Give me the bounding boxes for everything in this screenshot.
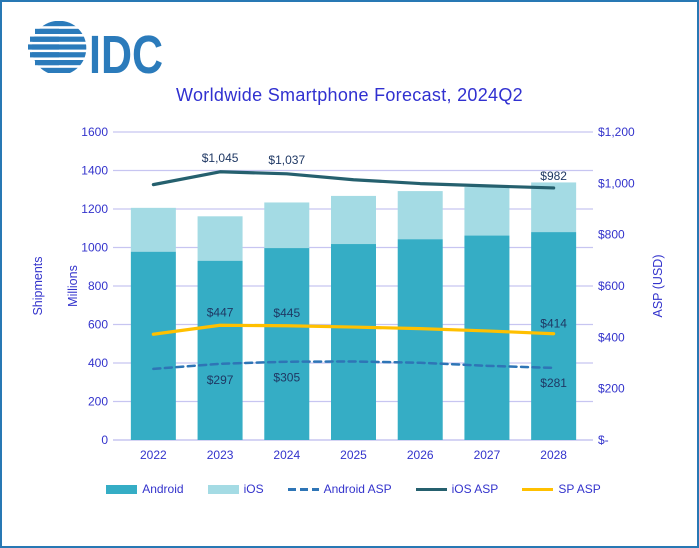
right-axis-tick-label: $400 (598, 330, 625, 344)
series-line-ios-asp (151, 170, 556, 190)
right-axis-tick-label: $200 (598, 382, 625, 396)
left-axis-title-shipments: Shipments (31, 256, 45, 315)
bar-ios-segment (397, 191, 443, 240)
x-axis-label: 2022 (140, 448, 167, 462)
legend-item-android-asp: Android ASP (287, 482, 392, 496)
data-label: $305 (273, 371, 300, 385)
right-axis-tick-label: $1,000 (598, 176, 635, 190)
ios-asp-line-swatch (415, 487, 447, 491)
data-label: $447 (207, 305, 234, 319)
bar-ios-segment (197, 216, 243, 261)
data-label: $297 (207, 373, 234, 387)
plot-area: 0 200 400 600 800 1000 1200 1400 1600 $- $200 $400 $… (81, 125, 635, 462)
forecast-chart: Shipments Millions ASP (USD) 0 200 400 600 8… (31, 125, 665, 462)
ios-bar-swatch (207, 484, 239, 494)
right-axis-tick-label: $- (598, 433, 609, 447)
series-line-android-asp (152, 360, 555, 371)
legend-item-ios: iOS (207, 482, 264, 496)
right-axis-tick-label: $1,200 (598, 125, 635, 139)
bar-android-segment (464, 235, 510, 440)
data-label: $1,045 (202, 151, 239, 165)
legend-item-ios-asp: iOS ASP (415, 482, 499, 496)
idc-logo-text: IDC (89, 25, 163, 78)
sp-asp-line-swatch (522, 487, 554, 491)
legend-label-ios: iOS (243, 482, 264, 496)
android-asp-line-swatch (287, 487, 319, 491)
left-axis-title-millions: Millions (66, 265, 80, 307)
bar-android-segment (331, 244, 376, 440)
bar-ios-segment (130, 207, 176, 252)
right-axis-tick-label: $800 (598, 228, 625, 242)
bar-ios-segment (331, 195, 376, 245)
series-line-sp-asp (151, 323, 556, 336)
bar-android-segment (130, 251, 176, 440)
legend-label-android: Android (142, 482, 184, 496)
left-axis-tick-label: 400 (88, 356, 108, 370)
data-label: $982 (540, 169, 567, 183)
idc-logo: IDC (28, 21, 163, 78)
bar-android-segment (264, 248, 310, 440)
x-axis-label: 2023 (207, 448, 234, 462)
x-axis-label: 2028 (540, 448, 567, 462)
bar-android-segment (531, 232, 577, 440)
left-axis-tick-label: 200 (88, 395, 108, 409)
data-label: $1,037 (268, 153, 305, 167)
x-axis-label: 2025 (340, 448, 367, 462)
legend-label-ios-asp: iOS ASP (451, 482, 499, 496)
bar-android-segment (397, 239, 443, 440)
data-label: $414 (540, 317, 567, 331)
bar-android-segment (197, 260, 243, 440)
left-axis-tick-label: 0 (101, 433, 108, 447)
left-axis-tick-label: 1400 (81, 164, 108, 178)
idc-globe-icon (28, 21, 87, 73)
left-axis-tick-label: 600 (88, 318, 108, 332)
left-axis-tick-label: 800 (88, 279, 108, 293)
left-axis-tick-label: 1200 (81, 202, 108, 216)
chart-title: Worldwide Smartphone Forecast, 2024Q2 (176, 85, 523, 105)
left-axis-tick-label: 1000 (81, 241, 108, 255)
x-axis-label: 2027 (474, 448, 501, 462)
x-axis-label: 2024 (273, 448, 300, 462)
bar-ios-segment (531, 182, 577, 233)
data-label: $445 (273, 306, 300, 320)
legend-label-sp-asp: SP ASP (558, 482, 601, 496)
right-axis-tick-label: $600 (598, 279, 625, 293)
left-axis-tick-label: 1600 (81, 125, 108, 139)
data-label: $281 (540, 376, 567, 390)
bar-ios-segment (264, 202, 310, 249)
right-axis-title: ASP (USD) (651, 255, 665, 318)
android-bar-swatch (106, 484, 138, 494)
legend-item-android: Android (106, 482, 184, 496)
chart-legend: Android iOS Android ASP iOS ASP SP ASP (106, 479, 601, 499)
legend-item-sp-asp: SP ASP (522, 482, 601, 496)
x-axis-label: 2026 (407, 448, 434, 462)
bar-ios-segment (464, 187, 510, 236)
legend-label-android-asp: Android ASP (323, 482, 392, 496)
